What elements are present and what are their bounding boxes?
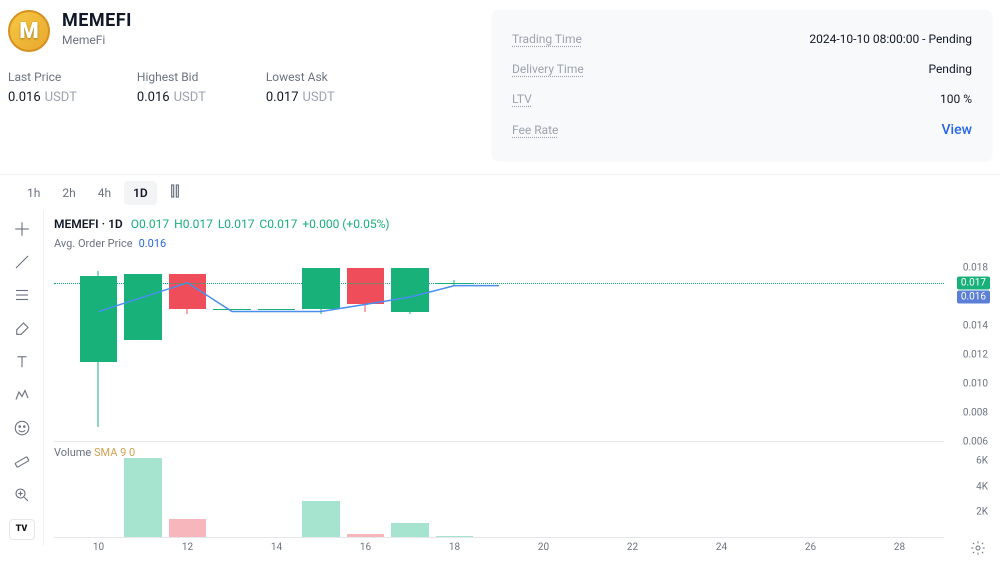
avg-order-price-value: 0.016 <box>139 237 167 250</box>
tradingview-logo[interactable]: TV <box>9 519 35 540</box>
coin-logo: M <box>8 10 50 52</box>
trading-time-label: Trading Time <box>512 32 582 46</box>
last-price-value: 0.016USDT <box>8 90 77 105</box>
volume-label: Volume SMA 9 0 <box>54 446 135 459</box>
trading-time-value: 2024-10-10 08:00:00 - Pending <box>809 32 972 46</box>
coin-symbol: MEMEFI <box>62 10 132 31</box>
volume-bar <box>169 519 207 537</box>
lowest-ask-label: Lowest Ask <box>266 70 335 84</box>
timeframe-bar: 1h2h4h1D <box>0 174 1000 211</box>
volume-chart[interactable]: Volume SMA 9 0 2K4K6K <box>54 448 992 538</box>
chart-settings-button[interactable] <box>970 540 986 560</box>
volume-bar <box>391 523 429 537</box>
drawing-toolbar: TV <box>0 211 44 546</box>
volume-bar <box>347 534 385 537</box>
zoom-tool[interactable] <box>8 485 36 504</box>
chart-symbol: MEMEFI · 1D <box>54 217 123 231</box>
ltv-label: LTV <box>512 92 532 106</box>
coin-name: MemeFi <box>62 33 132 47</box>
indicators-button[interactable] <box>167 183 183 203</box>
crosshair-tool[interactable] <box>8 219 36 238</box>
timeframe-1d[interactable]: 1D <box>124 181 157 205</box>
ltv-value: 100 % <box>940 92 972 106</box>
timeframe-1h[interactable]: 1h <box>18 181 49 205</box>
fee-rate-label: Fee Rate <box>512 123 558 137</box>
last-price-label: Last Price <box>8 70 77 84</box>
price-chart[interactable]: 0.0060.0080.0100.0120.0140.0160.0180.017… <box>54 254 992 442</box>
measure-tool[interactable] <box>8 452 36 471</box>
volume-bar <box>124 458 162 537</box>
delivery-time-label: Delivery Time <box>512 62 584 76</box>
timeframe-4h[interactable]: 4h <box>89 181 120 205</box>
fib-tool[interactable] <box>8 286 36 305</box>
pattern-tool[interactable] <box>8 385 36 404</box>
delivery-time-value: Pending <box>928 62 972 76</box>
emoji-tool[interactable] <box>8 419 36 438</box>
highest-bid-label: Highest Bid <box>137 70 206 84</box>
ohlc-display: O0.017 H0.017 L0.017 C0.017 +0.000 (+0.0… <box>131 217 392 231</box>
volume-bar <box>302 501 340 537</box>
fee-rate-view-link[interactable]: View <box>942 122 973 138</box>
lowest-ask-value: 0.017USDT <box>266 90 335 105</box>
volume-bar <box>436 536 474 537</box>
brush-tool[interactable] <box>8 319 36 338</box>
timeframe-2h[interactable]: 2h <box>53 181 84 205</box>
highest-bid-value: 0.016USDT <box>137 90 206 105</box>
text-tool[interactable] <box>8 352 36 371</box>
trendline-tool[interactable] <box>8 252 36 271</box>
avg-order-price-label: Avg. Order Price <box>54 237 133 250</box>
